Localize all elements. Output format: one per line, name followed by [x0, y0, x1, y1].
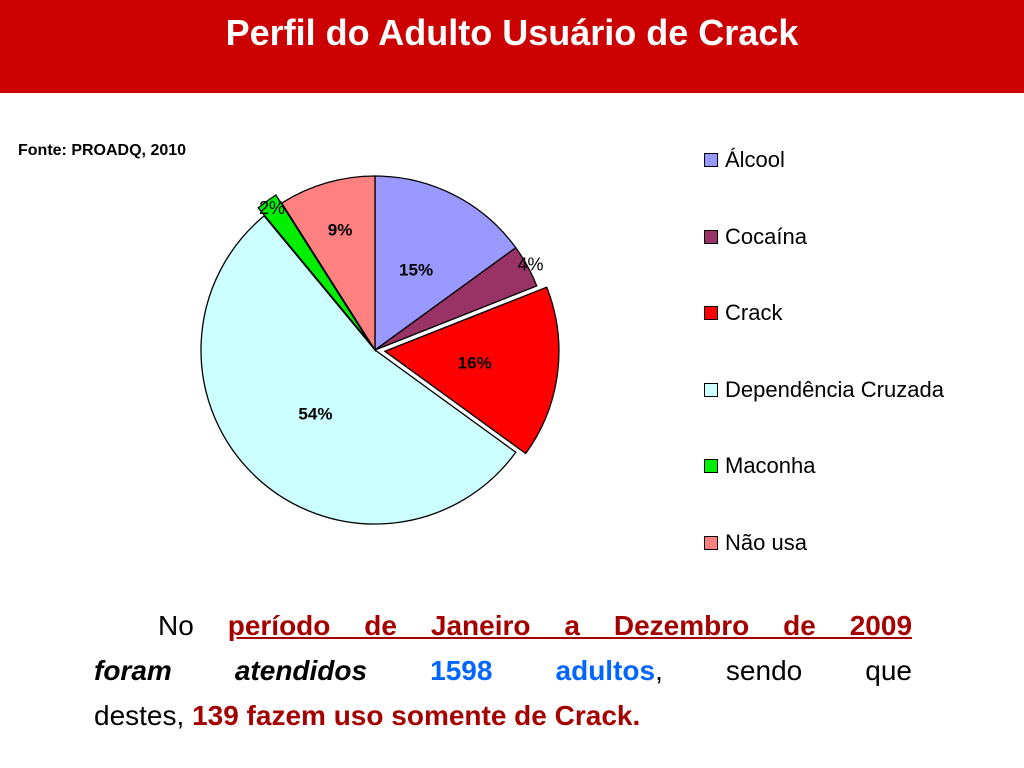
- legend-swatch: [704, 229, 718, 244]
- pie-slice-maconha: [257, 194, 370, 343]
- data-label-dependencia-cruzada: 54%: [298, 404, 332, 423]
- title-bar: Perfil do Adulto Usuário de Crack: [0, 0, 1024, 93]
- caption-prefix: No: [158, 610, 194, 641]
- pie-slices: [200, 175, 560, 525]
- legend-label: Álcool: [725, 147, 785, 172]
- legend-label: Não usa: [725, 529, 807, 555]
- legend-swatch: [704, 153, 718, 167]
- summary-caption: No período de Janeiro a Dezembro de 2009…: [94, 603, 912, 738]
- data-label-nao-usa: 9%: [328, 221, 353, 240]
- legend-swatch: [704, 382, 718, 397]
- legend-item-crack: Crack: [704, 298, 782, 328]
- caption-crack-only: 139 fazem uso somente de Crack.: [192, 700, 641, 731]
- caption-rest: sendo que: [725, 655, 912, 686]
- legend-swatch: [704, 459, 718, 473]
- legend-swatch: [704, 306, 718, 320]
- caption-period: período de Janeiro a Dezembro de 2009: [227, 610, 913, 641]
- caption-line-2: foram atendidos 1598 adultos, sendo que: [94, 648, 912, 693]
- legend-label: Maconha: [725, 453, 816, 478]
- legend-item-nao-usa: Não usa: [704, 528, 807, 558]
- data-label-crack: 16%: [458, 354, 492, 373]
- legend-item-dependencia-cruzada: Dependência Cruzada: [704, 375, 944, 405]
- legend-label: Cocaína: [725, 223, 807, 249]
- pie-slice-alcool: [374, 175, 517, 352]
- legend-item-cocaina: Cocaína: [704, 222, 807, 252]
- legend-label: Dependência Cruzada: [725, 376, 944, 402]
- legend-swatch: [704, 535, 718, 550]
- caption-line-1: No período de Janeiro a Dezembro de 2009: [94, 603, 912, 648]
- data-label-maconha: 2%: [259, 198, 285, 218]
- legend-item-maconha: Maconha: [704, 451, 816, 481]
- pie-data-labels: 15% 4% 16% 54% 2% 9%: [259, 198, 544, 423]
- source-note: Fonte: PROADQ, 2010: [18, 142, 187, 159]
- caption-line-3: destes, 139 fazem uso somente de Crack.: [94, 693, 912, 738]
- legend-item-alcool: Álcool: [704, 145, 785, 175]
- pie-slice-crack: [383, 286, 560, 455]
- caption-comma: ,: [655, 655, 663, 686]
- legend-label: Crack: [725, 300, 783, 325]
- data-label-alcool: 15%: [399, 260, 433, 279]
- caption-count: 1598: [430, 655, 493, 686]
- pie-slice-cocaina: [374, 246, 538, 351]
- caption-attended: foram atendidos: [94, 655, 368, 686]
- caption-unit: adultos: [555, 655, 656, 686]
- pie-slice-dependencia-cruzada: [200, 215, 517, 525]
- caption-destes: destes,: [94, 700, 185, 731]
- data-label-cocaina: 4%: [518, 254, 544, 274]
- page-title: Perfil do Adulto Usuário de Crack: [225, 12, 799, 53]
- pie-slice-nao-usa: [280, 175, 376, 353]
